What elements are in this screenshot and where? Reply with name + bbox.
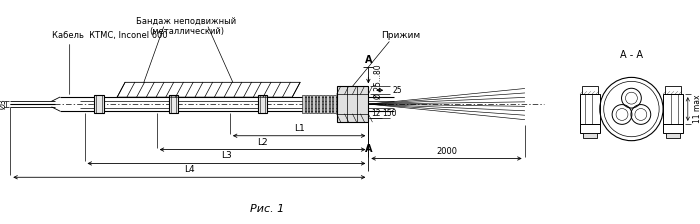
Text: Прижим: Прижим	[382, 31, 421, 40]
Bar	[580, 94, 600, 124]
Bar	[330, 95, 332, 113]
Text: L2: L2	[257, 138, 268, 147]
Bar	[583, 133, 597, 138]
Text: Бандаж неподвижный
(металлический): Бандаж неподвижный (металлический)	[136, 17, 237, 37]
Text: Рис. 1: Рис. 1	[251, 204, 285, 214]
Bar	[666, 133, 680, 138]
Bar	[665, 86, 681, 94]
Bar	[309, 95, 312, 113]
Text: А - А: А - А	[620, 50, 643, 60]
Text: А: А	[365, 144, 372, 154]
Bar	[663, 94, 683, 124]
Bar	[302, 95, 304, 113]
Bar	[323, 95, 326, 113]
Text: Ø 25...80: Ø 25...80	[374, 65, 383, 99]
Bar	[319, 95, 322, 113]
Bar	[663, 124, 683, 133]
Bar	[326, 95, 329, 113]
Bar	[582, 86, 598, 94]
Text: 25: 25	[392, 86, 402, 95]
Text: 12: 12	[371, 110, 381, 118]
Text: L1: L1	[294, 124, 304, 133]
Text: А: А	[365, 54, 372, 65]
Text: 150: 150	[382, 110, 397, 118]
Text: Ø3: Ø3	[0, 99, 8, 110]
Bar	[333, 95, 336, 113]
Bar	[580, 124, 600, 133]
Bar	[312, 95, 315, 113]
Bar	[306, 95, 308, 113]
Text: Кабель  КТМС, Inconel 600: Кабель КТМС, Inconel 600	[52, 31, 167, 40]
Text: 2000: 2000	[436, 146, 457, 155]
Text: L4: L4	[184, 165, 195, 174]
Text: L3: L3	[221, 151, 232, 160]
Text: 11 max: 11 max	[693, 95, 700, 123]
Bar	[316, 95, 318, 113]
Bar	[258, 95, 267, 113]
Bar	[337, 86, 368, 122]
Bar	[169, 95, 178, 113]
Bar	[94, 95, 104, 113]
